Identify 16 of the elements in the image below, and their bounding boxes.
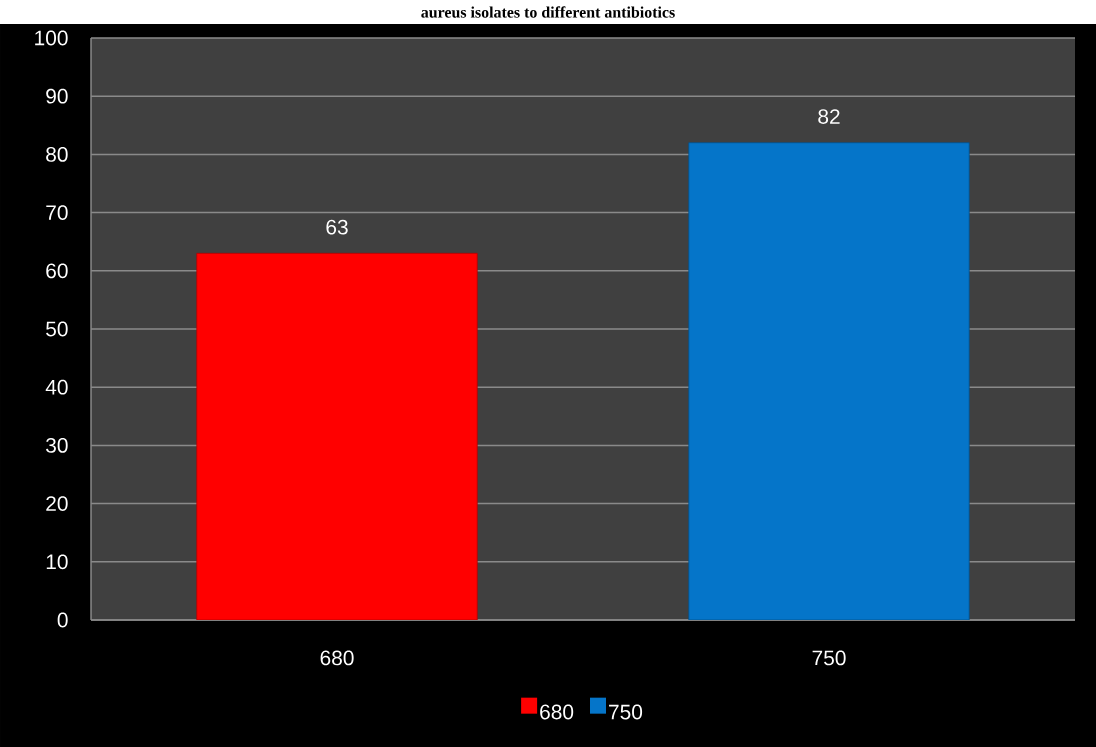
legend-label: 750 [609,704,643,720]
y-tick-label: 70 [46,205,68,220]
y-tick-label: 90 [46,88,68,104]
y-tick-label: 50 [46,321,68,337]
chart-title: aureus isolates to different antibiotics [421,6,675,18]
y-tick-label: 10 [46,554,68,570]
y-tick-label: 0 [57,612,68,628]
y-tick-label: 80 [46,146,68,162]
y-tick-label: 100 [35,30,68,46]
y-tick-label: 20 [46,496,68,511]
y-tick-label: 40 [45,379,68,395]
data-label: 63 [326,219,348,235]
y-tick-label: 60 [46,263,68,279]
legend-label: 680 [540,704,574,720]
y-tick-label: 30 [46,437,68,453]
data-label: 82 [818,109,840,124]
